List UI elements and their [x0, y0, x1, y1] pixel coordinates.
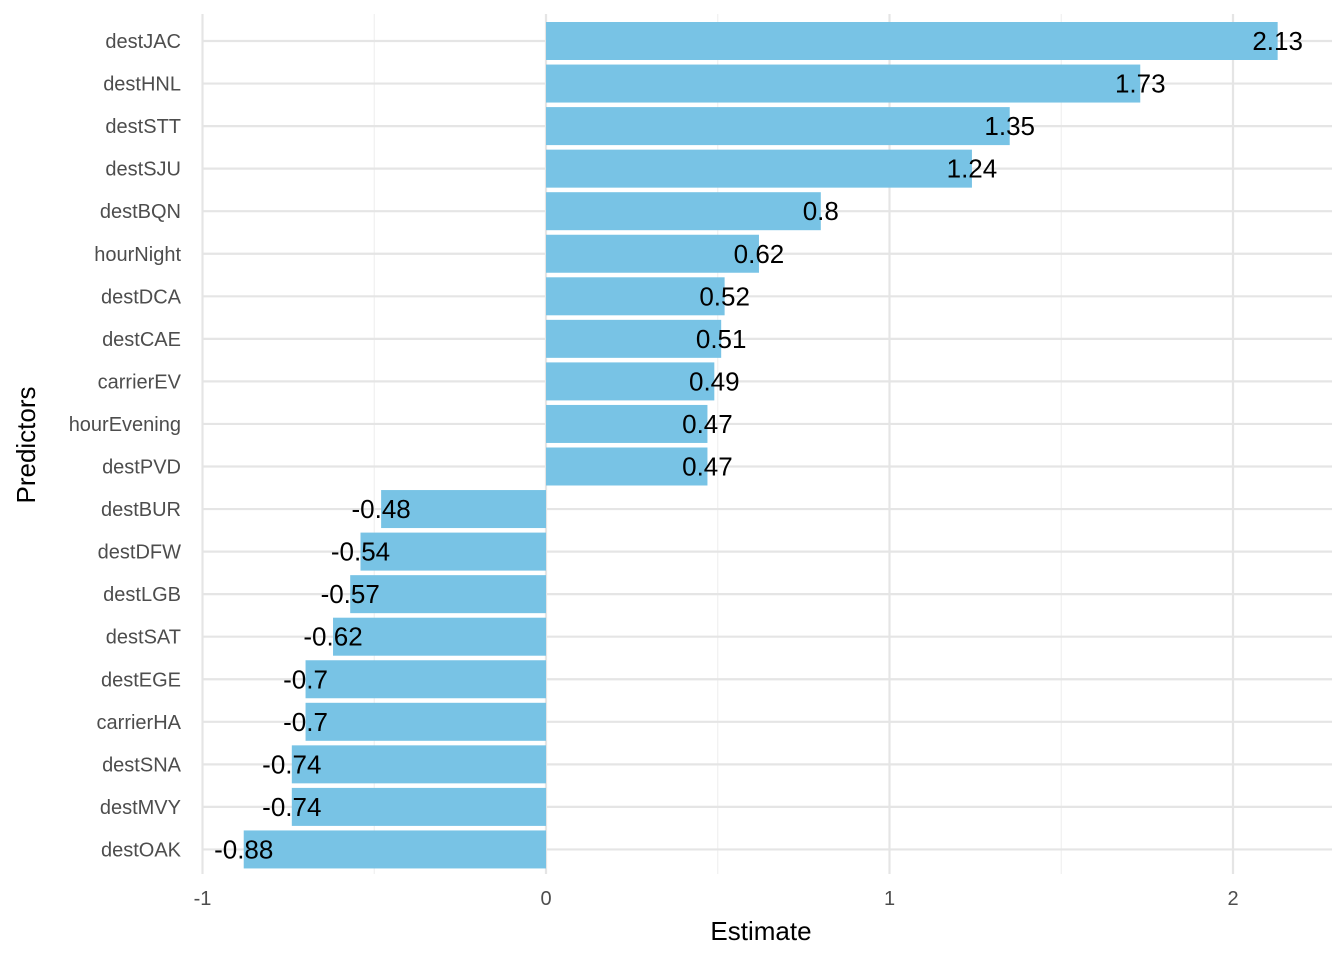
data-label-destJAC: 2.13: [1252, 26, 1303, 56]
y-tick-label-destHNL: destHNL: [103, 74, 181, 96]
y-tick-label-destEGE: destEGE: [101, 669, 181, 691]
y-tick-label-destLGB: destLGB: [103, 584, 181, 606]
data-label-destDFW: -0.54: [331, 537, 390, 567]
data-label-carrierEV: 0.49: [689, 366, 740, 396]
data-label-destPVD: 0.47: [682, 452, 733, 482]
bar-destSJU: [546, 149, 972, 188]
bar-destEGE: [305, 660, 546, 699]
bar-hourNight: [546, 234, 759, 273]
data-label-hourEvening: 0.47: [682, 409, 733, 439]
y-axis-title: Predictors: [11, 386, 41, 503]
bar-destSTT: [546, 107, 1010, 146]
bar-destDCA: [546, 277, 725, 316]
bar-destOAK: [243, 830, 546, 869]
bar-layer: [243, 22, 1278, 869]
data-label-hourNight: 0.62: [734, 239, 785, 269]
x-tick-labels: -1 0 1 2: [194, 888, 1239, 910]
y-tick-label-carrierEV: carrierEV: [98, 371, 182, 393]
y-tick-label-destJAC: destJAC: [105, 31, 181, 53]
data-label-destEGE: -0.7: [283, 664, 328, 694]
data-label-destBUR: -0.48: [351, 494, 410, 524]
y-tick-labels: destJAC destHNL destSTT destSJU destBQN hourN…: [69, 31, 182, 861]
data-label-destCAE: 0.51: [696, 324, 747, 354]
data-label-destDCA: 0.52: [699, 281, 750, 311]
y-tick-label-destBUR: destBUR: [101, 499, 181, 521]
y-tick-label-destSJU: destSJU: [105, 159, 181, 181]
y-tick-label-destSNA: destSNA: [102, 754, 182, 776]
data-label-layer: 2.13 1.73 1.35 1.24 0.8 0.62 0.52 0.51 0.49 0.47 0…: [214, 26, 1303, 864]
x-tick-label: 1: [884, 888, 895, 910]
bar-carrierHA: [305, 702, 546, 741]
data-label-destLGB: -0.57: [321, 579, 380, 609]
y-tick-label-destCAE: destCAE: [102, 329, 181, 351]
data-label-destSTT: 1.35: [984, 111, 1035, 141]
y-tick-label-hourNight: hourNight: [94, 244, 181, 266]
y-tick-label-destSTT: destSTT: [105, 116, 181, 138]
bar-destSNA: [291, 745, 546, 784]
data-label-carrierHA: -0.7: [283, 707, 328, 737]
bar-destHNL: [546, 64, 1141, 103]
y-tick-label-destBQN: destBQN: [100, 201, 181, 223]
bar-destDFW: [360, 532, 546, 571]
data-label-destOAK: -0.88: [214, 834, 273, 864]
bar-destJAC: [546, 22, 1278, 60]
y-tick-label-destSAT: destSAT: [106, 627, 181, 649]
y-tick-label-destPVD: destPVD: [102, 457, 181, 479]
data-label-destMVY: -0.74: [262, 792, 321, 822]
data-label-destBQN: 0.8: [803, 196, 839, 226]
data-label-destSJU: 1.24: [947, 154, 998, 184]
bar-destMVY: [291, 787, 546, 826]
y-tick-label-carrierHA: carrierHA: [97, 712, 182, 734]
y-tick-label-destOAK: destOAK: [101, 839, 182, 861]
bar-destLGB: [350, 575, 546, 614]
bar-hourEvening: [546, 404, 708, 443]
y-tick-label-destMVY: destMVY: [100, 797, 181, 819]
data-label-destSNA: -0.74: [262, 749, 321, 779]
x-tick-label: 2: [1227, 888, 1238, 910]
bar-destBQN: [546, 192, 821, 231]
y-tick-label-destDFW: destDFW: [98, 542, 181, 564]
x-tick-label: 0: [540, 888, 551, 910]
bar-destSAT: [333, 617, 546, 656]
data-label-destSAT: -0.62: [303, 622, 362, 652]
x-axis-title: Estimate: [710, 916, 811, 946]
y-tick-label-destDCA: destDCA: [101, 286, 182, 308]
bar-destCAE: [546, 319, 722, 358]
y-tick-label-hourEvening: hourEvening: [69, 414, 181, 436]
bar-destPVD: [546, 447, 708, 486]
bar-carrierEV: [546, 362, 715, 401]
data-label-destHNL: 1.73: [1115, 69, 1166, 99]
bar-destBUR: [381, 490, 546, 529]
x-tick-label: -1: [194, 888, 212, 910]
